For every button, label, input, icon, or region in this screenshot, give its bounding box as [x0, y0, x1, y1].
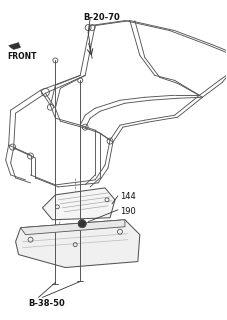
Text: B-38-50: B-38-50	[29, 300, 65, 308]
Polygon shape	[42, 188, 115, 220]
Polygon shape	[16, 220, 140, 268]
Text: FRONT: FRONT	[8, 52, 37, 61]
Circle shape	[78, 220, 86, 228]
Polygon shape	[21, 220, 125, 235]
Text: 144: 144	[120, 192, 136, 201]
Text: B-20-70: B-20-70	[83, 13, 120, 22]
Polygon shape	[9, 43, 21, 50]
Text: 190: 190	[120, 207, 136, 216]
